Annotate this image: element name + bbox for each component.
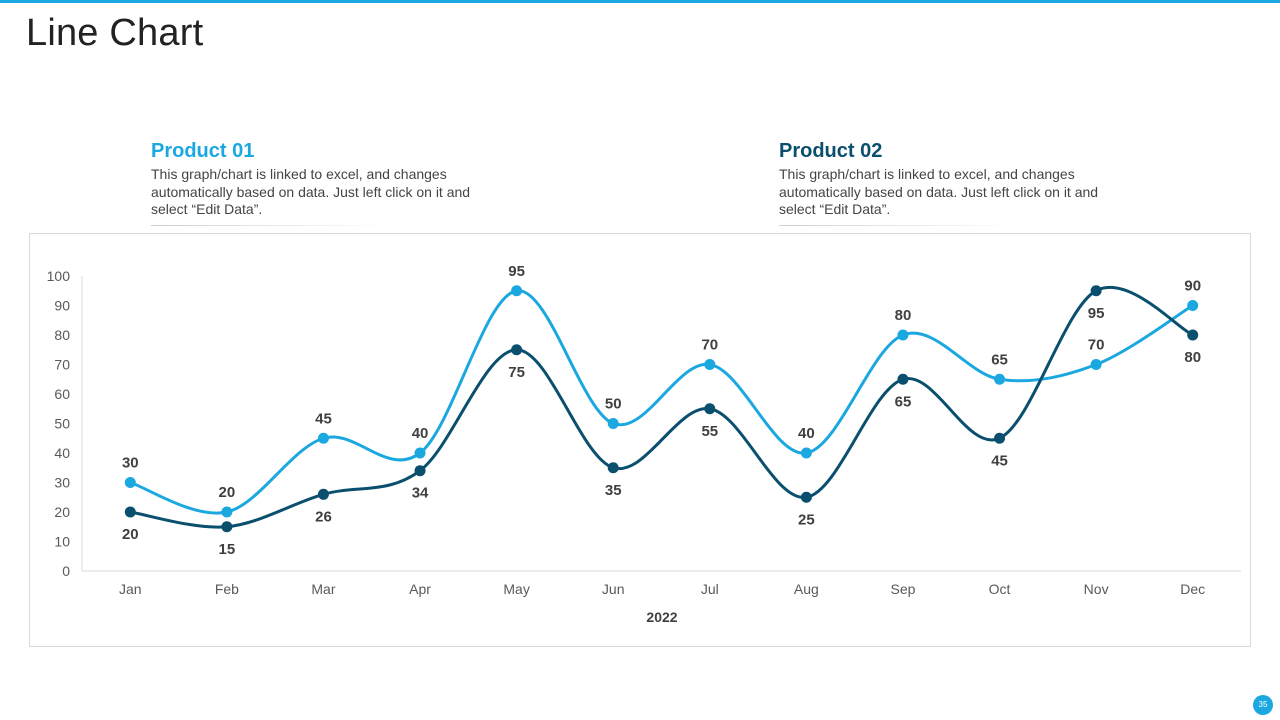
series-2-point (704, 403, 716, 415)
series-2-data-label: 95 (1088, 305, 1105, 322)
series-1-point (897, 329, 909, 341)
series-1-point (124, 477, 136, 488)
series-2-data-label: 80 (1184, 349, 1201, 366)
x-tick-label: Aug (794, 581, 819, 597)
series-1-data-label: 65 (991, 351, 1008, 368)
series-2-data-label: 45 (991, 452, 1008, 469)
series-2-point (897, 373, 909, 385)
series-2-point (221, 521, 233, 533)
x-tick-label: Dec (1180, 581, 1205, 597)
product-02-heading: Product 02 (779, 140, 883, 162)
series-2-data-label: 75 (508, 364, 525, 381)
x-tick-label: Nov (1084, 581, 1109, 597)
product-01-divider (151, 224, 391, 226)
series-1-data-label: 50 (605, 396, 622, 413)
series-1-data-label: 90 (1184, 278, 1201, 295)
series-2-point (1090, 285, 1102, 297)
series-1-data-label: 40 (412, 425, 429, 442)
series-2-line (128, 286, 1195, 529)
x-tick-label: Mar (311, 581, 335, 597)
page-title: Line Chart (26, 12, 204, 54)
series-1-point (317, 432, 329, 444)
product-01-block: Product 01 This graph/chart is linked to… (151, 138, 501, 226)
series-2-point (800, 491, 812, 503)
series-1-point (1187, 300, 1199, 311)
x-tick-label: Sep (890, 581, 915, 597)
y-tick-label: 0 (62, 563, 70, 579)
x-tick-label: May (503, 581, 529, 597)
y-tick-label: 30 (54, 475, 70, 491)
series-2-point (994, 432, 1006, 444)
y-tick-label: 50 (54, 416, 70, 432)
series-2-point (124, 506, 136, 518)
series-1-data-label: 70 (701, 337, 718, 354)
product-01-heading: Product 01 (151, 140, 255, 162)
series-1-point (607, 418, 619, 429)
series-2-data-label: 35 (605, 482, 622, 499)
product-02-description: This graph/chart is linked to excel, and… (779, 166, 1099, 217)
chart-frame (29, 233, 1251, 647)
x-axis-title: 2022 (646, 609, 677, 625)
series-1-data-label: 95 (508, 263, 525, 280)
page-number-badge: 35 (1253, 695, 1273, 715)
series-1-point (800, 447, 812, 459)
y-tick-label: 80 (54, 327, 70, 343)
series-1-data-label: 30 (122, 455, 139, 472)
y-tick-label: 60 (54, 386, 70, 402)
product-02-divider (779, 224, 1019, 226)
x-tick-label: Jul (701, 581, 719, 597)
top-accent-bar (0, 0, 1280, 3)
product-02-block: Product 02 This graph/chart is linked to… (779, 138, 1129, 226)
series-2-data-label: 34 (412, 485, 429, 502)
series-1-data-label: 40 (798, 425, 815, 442)
series-2-data-label: 20 (122, 526, 139, 543)
series-1-point (221, 506, 233, 518)
x-axis: Jan Feb Mar Apr May Jun Jul Aug Sep Oct Nov Dec (82, 570, 1241, 597)
y-tick-label: 100 (47, 268, 71, 284)
series-1-point (1090, 359, 1102, 370)
x-tick-label: Feb (215, 581, 239, 597)
x-tick-label: Jun (602, 581, 625, 597)
series-1-point (994, 373, 1006, 385)
y-tick-label: 70 (54, 357, 70, 373)
x-tick-label: Oct (989, 581, 1011, 597)
y-tick-label: 10 (54, 534, 70, 550)
y-tick-label: 20 (54, 504, 70, 520)
series-1-data-label: 70 (1088, 337, 1105, 354)
series-2-point (1187, 329, 1199, 341)
series-2-data-label: 65 (895, 393, 912, 410)
y-tick-label: 40 (54, 445, 70, 461)
y-axis: 0 10 20 30 40 50 60 70 80 90 100 (47, 268, 83, 579)
series-2-data-label: 15 (219, 541, 236, 558)
series-1-line (128, 289, 1195, 515)
series-2-data-label: 25 (798, 511, 815, 528)
chart-series: 30 20 45 40 95 50 70 40 80 65 70 90 20 15 26 34 75 35 55 25… (122, 263, 1201, 558)
series-2-point (317, 488, 329, 500)
series-1-point (414, 447, 426, 459)
series-2-point (414, 465, 426, 477)
series-1-data-label: 80 (895, 307, 912, 324)
series-1-point (511, 285, 523, 297)
x-tick-label: Apr (409, 581, 431, 597)
y-tick-label: 90 (54, 298, 70, 314)
series-1-data-label: 20 (219, 484, 236, 501)
series-2-data-label: 55 (701, 423, 718, 440)
series-2-data-label: 26 (315, 508, 332, 525)
series-1-data-label: 45 (315, 410, 332, 427)
series-1-point (704, 359, 716, 370)
product-01-description: This graph/chart is linked to excel, and… (151, 166, 471, 217)
x-tick-label: Jan (119, 581, 142, 597)
series-2-point (511, 344, 523, 356)
series-2-point (607, 462, 619, 474)
